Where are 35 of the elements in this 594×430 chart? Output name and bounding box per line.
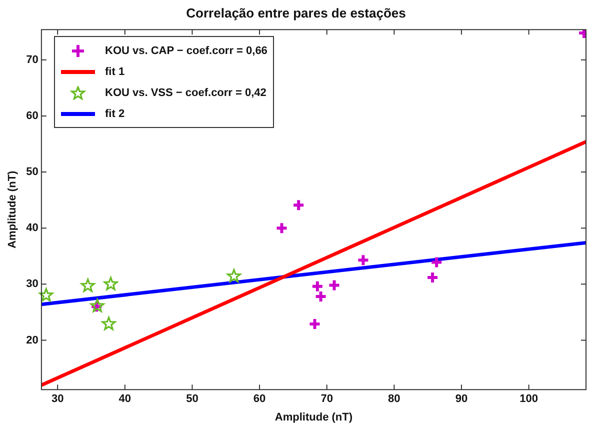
y-axis-title: Amplitude (nT) (6, 170, 19, 248)
point (356, 254, 370, 267)
point (426, 270, 440, 284)
point (308, 317, 322, 330)
point (310, 280, 324, 293)
y-tick-label: 60 (26, 110, 38, 122)
legend-label: fit 1 (105, 66, 125, 78)
x-tick-label: 30 (51, 393, 64, 406)
point (328, 278, 341, 292)
point (226, 269, 241, 282)
point (292, 198, 306, 212)
point (104, 276, 118, 290)
point (430, 256, 444, 269)
y-tick-label: 30 (26, 278, 38, 290)
y-tick-label: 40 (26, 222, 38, 234)
x-tick-label: 40 (118, 393, 132, 406)
y-tick-label: 20 (26, 334, 38, 346)
point (102, 316, 116, 330)
x-tick-label: 60 (253, 393, 266, 406)
x-tick-label: 90 (455, 393, 468, 406)
legend-label: KOU vs. CAP − coef.corr = 0,66 (105, 44, 268, 56)
point (80, 278, 95, 292)
x-tick-label: 100 (520, 393, 538, 406)
legend-label: KOU vs. VSS − coef.corr = 0,42 (105, 86, 266, 98)
y-tick-label: 70 (26, 54, 38, 66)
x-tick-label: 80 (388, 393, 400, 406)
point (39, 288, 54, 302)
legend-label: fit 2 (105, 108, 125, 120)
point (314, 290, 328, 304)
chart-title: Correlação entre pares de estações (186, 5, 406, 20)
x-tick-label: 70 (320, 393, 333, 406)
x-axis-title: Amplitude (nT) (274, 411, 353, 424)
y-tick-label: 50 (26, 166, 38, 178)
x-tick-label: 50 (186, 393, 198, 406)
point (275, 222, 288, 235)
